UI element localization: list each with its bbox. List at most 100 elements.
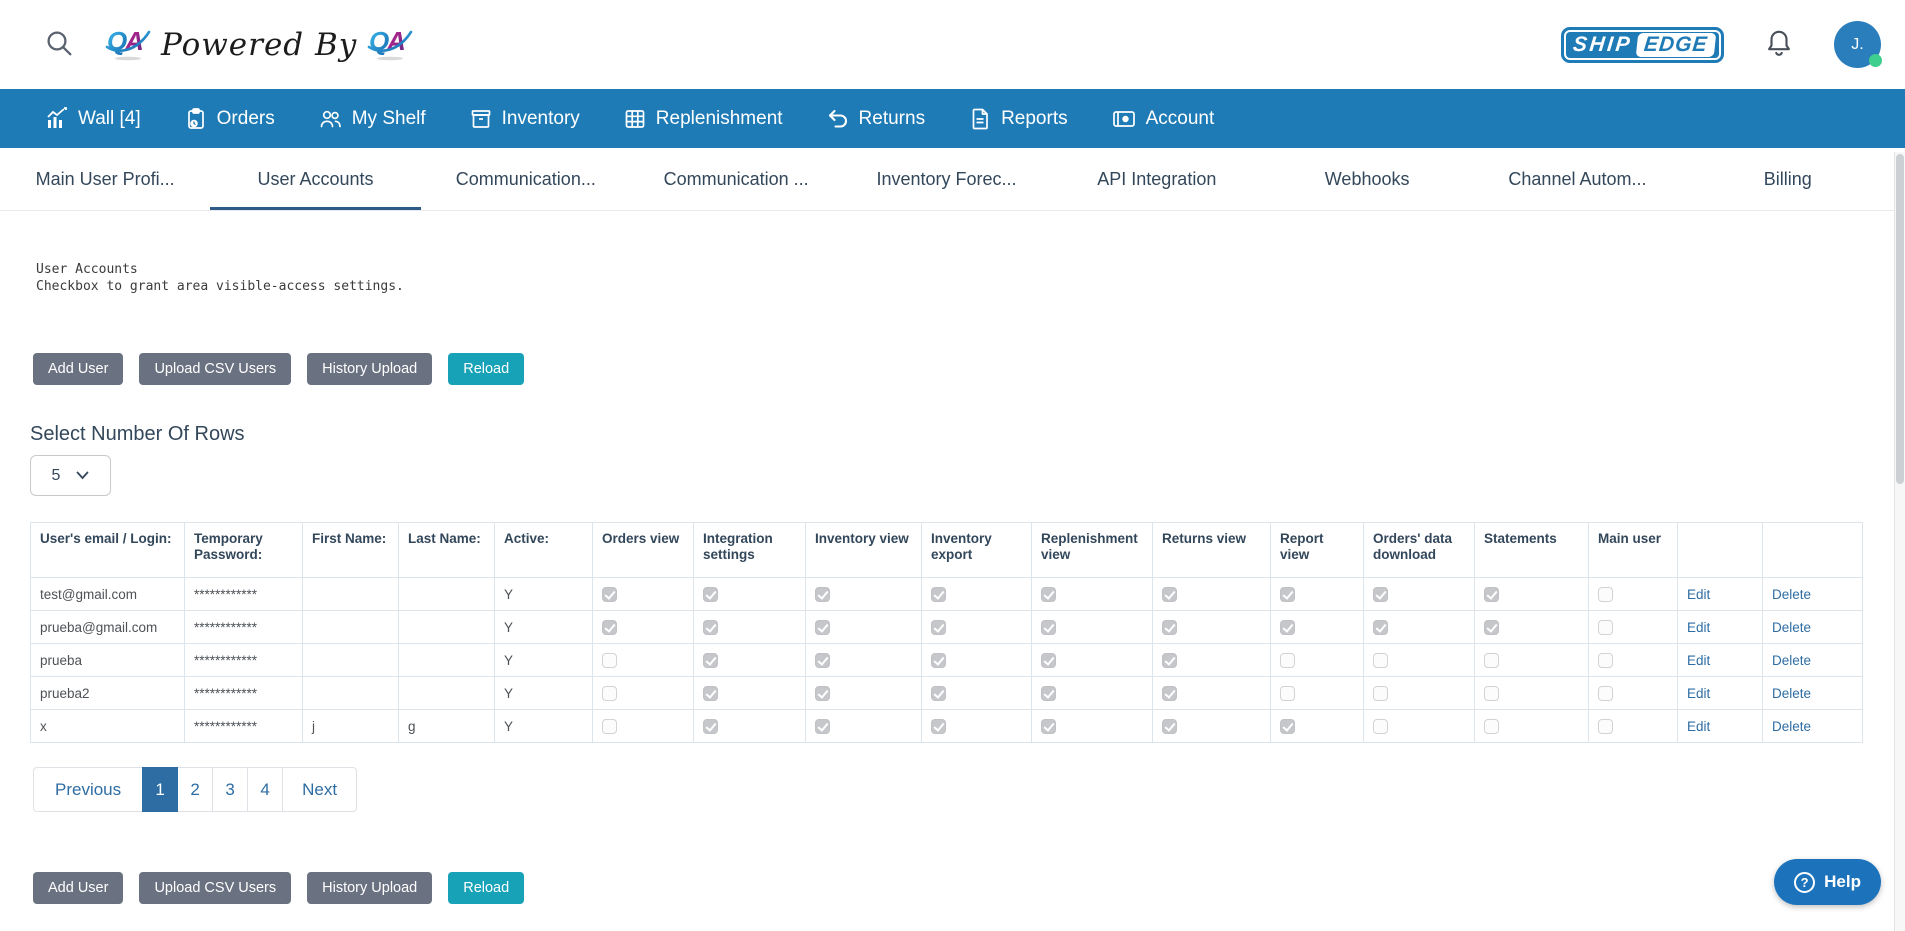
pagination-next[interactable]: Next <box>282 767 358 812</box>
page-scrollbar[interactable] <box>1894 152 1905 931</box>
nav-item-reports[interactable]: Reports <box>968 107 1068 131</box>
replenishment-view-checkbox[interactable] <box>1041 718 1056 734</box>
main-user-checkbox[interactable] <box>1598 718 1613 734</box>
tab-api-integration[interactable]: API Integration <box>1097 168 1217 189</box>
replenishment-view-checkbox[interactable] <box>1041 685 1056 701</box>
delete-link[interactable]: Delete <box>1772 586 1812 602</box>
inventory-export-checkbox[interactable] <box>931 652 946 668</box>
report-view-checkbox[interactable] <box>1280 619 1295 635</box>
tab-communication-1[interactable]: Communication... <box>455 168 596 189</box>
add-user-button[interactable]: Add User <box>33 353 124 385</box>
col-orders-view: Orders view <box>592 522 694 578</box>
nav-item-account[interactable]: Account <box>1111 107 1214 131</box>
scrollbar-thumb[interactable] <box>1896 154 1904 484</box>
search-button[interactable] <box>43 27 75 62</box>
inventory-view-checkbox[interactable] <box>815 685 830 701</box>
returns-view-checkbox[interactable] <box>1162 619 1177 635</box>
main-user-checkbox[interactable] <box>1598 586 1613 602</box>
nav-item-inventory[interactable]: Inventory <box>469 107 580 131</box>
orders-data-download-checkbox[interactable] <box>1373 619 1388 635</box>
orders-data-download-checkbox[interactable] <box>1373 586 1388 602</box>
statements-checkbox[interactable] <box>1484 619 1499 635</box>
delete-link[interactable]: Delete <box>1772 718 1812 734</box>
orders-view-checkbox[interactable] <box>602 718 617 734</box>
notifications-button[interactable] <box>1764 28 1794 61</box>
reload-button[interactable]: Reload <box>448 353 525 385</box>
returns-view-checkbox[interactable] <box>1162 718 1177 734</box>
edit-link[interactable]: Edit <box>1687 619 1711 635</box>
inventory-view-checkbox[interactable] <box>815 652 830 668</box>
pagination-page-4[interactable]: 4 <box>247 767 284 812</box>
statements-checkbox[interactable] <box>1484 685 1499 701</box>
orders-view-checkbox[interactable] <box>602 652 617 668</box>
returns-view-checkbox[interactable] <box>1162 685 1177 701</box>
inventory-export-checkbox[interactable] <box>931 685 946 701</box>
add-user-button[interactable]: Add User <box>33 872 124 904</box>
tab-channel-automation[interactable]: Channel Autom... <box>1508 168 1647 189</box>
upload-csv-users-button[interactable]: Upload CSV Users <box>139 872 292 904</box>
edit-link[interactable]: Edit <box>1687 652 1711 668</box>
inventory-export-checkbox[interactable] <box>931 718 946 734</box>
report-view-checkbox[interactable] <box>1280 652 1295 668</box>
main-user-checkbox[interactable] <box>1598 619 1613 635</box>
orders-view-checkbox[interactable] <box>602 685 617 701</box>
help-button[interactable]: ? Help <box>1774 859 1881 905</box>
edit-link[interactable]: Edit <box>1687 718 1711 734</box>
inventory-view-checkbox[interactable] <box>815 718 830 734</box>
reload-button[interactable]: Reload <box>448 872 525 904</box>
nav-item-replenishment[interactable]: Replenishment <box>623 107 783 131</box>
pagination-page-1[interactable]: 1 <box>142 767 179 812</box>
integration-settings-checkbox[interactable] <box>703 718 718 734</box>
replenishment-view-checkbox[interactable] <box>1041 652 1056 668</box>
inventory-export-checkbox[interactable] <box>931 619 946 635</box>
report-view-checkbox[interactable] <box>1280 586 1295 602</box>
report-view-checkbox[interactable] <box>1280 685 1295 701</box>
tab-communication-2[interactable]: Communication ... <box>663 168 809 189</box>
report-view-checkbox[interactable] <box>1280 718 1295 734</box>
returns-view-checkbox[interactable] <box>1162 652 1177 668</box>
tab-main-user-profile[interactable]: Main User Profi... <box>35 168 175 189</box>
tab-webhooks[interactable]: Webhooks <box>1324 168 1410 189</box>
replenishment-view-checkbox[interactable] <box>1041 619 1056 635</box>
history-upload-button[interactable]: History Upload <box>307 872 433 904</box>
integration-settings-checkbox[interactable] <box>703 685 718 701</box>
rows-select[interactable]: 5 <box>30 455 111 496</box>
inventory-view-checkbox[interactable] <box>815 586 830 602</box>
delete-link[interactable]: Delete <box>1772 685 1812 701</box>
pagination-page-3[interactable]: 3 <box>212 767 249 812</box>
orders-data-download-checkbox[interactable] <box>1373 685 1388 701</box>
nav-item-returns[interactable]: Returns <box>826 107 925 131</box>
integration-settings-checkbox[interactable] <box>703 586 718 602</box>
main-user-checkbox[interactable] <box>1598 652 1613 668</box>
orders-view-checkbox[interactable] <box>602 586 617 602</box>
col-last-name: Last Name: <box>398 522 495 578</box>
replenishment-view-checkbox[interactable] <box>1041 586 1056 602</box>
delete-link[interactable]: Delete <box>1772 652 1812 668</box>
user-avatar[interactable]: J. <box>1834 21 1882 68</box>
nav-item-orders[interactable]: Orders <box>184 107 275 131</box>
tab-inventory-forecast[interactable]: Inventory Forec... <box>876 168 1017 189</box>
edit-link[interactable]: Edit <box>1687 586 1711 602</box>
upload-csv-users-button[interactable]: Upload CSV Users <box>139 353 292 385</box>
pagination-previous[interactable]: Previous <box>33 767 144 812</box>
main-user-checkbox[interactable] <box>1598 685 1613 701</box>
orders-data-download-checkbox[interactable] <box>1373 718 1388 734</box>
tab-billing[interactable]: Billing <box>1763 168 1812 189</box>
history-upload-button[interactable]: History Upload <box>307 353 433 385</box>
returns-view-checkbox[interactable] <box>1162 586 1177 602</box>
nav-item-wall[interactable]: Wall [4] <box>45 106 141 131</box>
orders-data-download-checkbox[interactable] <box>1373 652 1388 668</box>
statements-checkbox[interactable] <box>1484 718 1499 734</box>
inventory-export-checkbox[interactable] <box>931 586 946 602</box>
pagination-page-2[interactable]: 2 <box>177 767 214 812</box>
inventory-view-checkbox[interactable] <box>815 619 830 635</box>
tab-user-accounts[interactable]: User Accounts <box>210 148 420 210</box>
orders-view-checkbox[interactable] <box>602 619 617 635</box>
statements-checkbox[interactable] <box>1484 586 1499 602</box>
integration-settings-checkbox[interactable] <box>703 619 718 635</box>
delete-link[interactable]: Delete <box>1772 619 1812 635</box>
nav-item-my-shelf[interactable]: My Shelf <box>318 107 426 131</box>
statements-checkbox[interactable] <box>1484 652 1499 668</box>
integration-settings-checkbox[interactable] <box>703 652 718 668</box>
edit-link[interactable]: Edit <box>1687 685 1711 701</box>
